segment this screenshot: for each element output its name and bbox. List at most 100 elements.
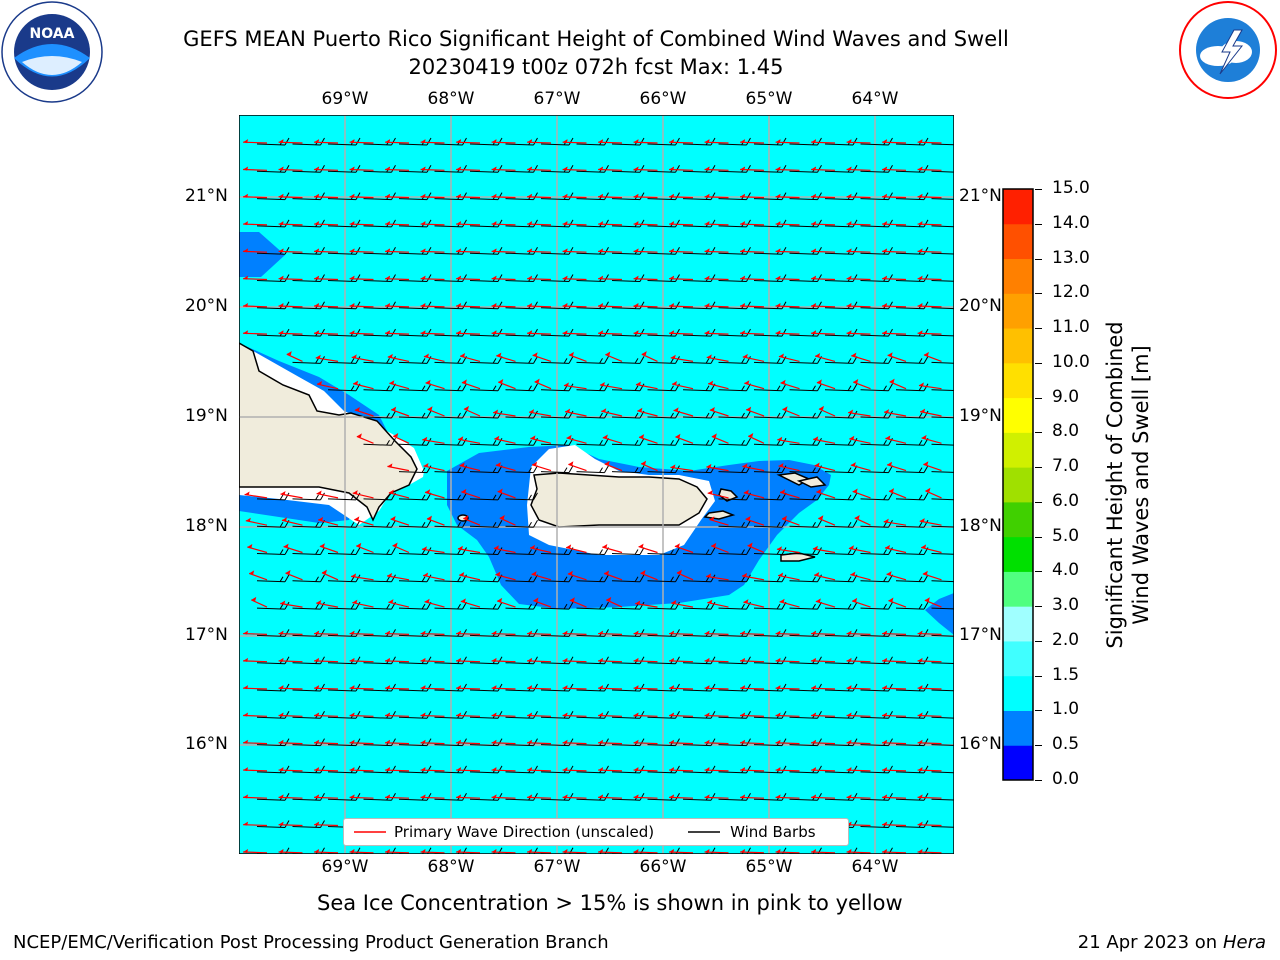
wave-direction-arrowhead	[527, 221, 533, 226]
wave-direction-arrowhead	[527, 166, 533, 171]
wave-direction-arrowhead	[707, 599, 713, 604]
wave-direction-arrowhead	[740, 685, 746, 690]
wave-direction-arrowhead	[491, 139, 497, 144]
wave-direction-arrowhead	[742, 353, 748, 358]
wave-direction-arrowhead	[850, 462, 856, 467]
wave-direction-arrowhead	[318, 516, 324, 521]
wind-barb	[860, 547, 893, 555]
wave-direction-arrowhead	[846, 193, 852, 198]
wave-direction-arrowhead	[775, 712, 781, 717]
wave-direction-arrowhead	[850, 571, 856, 576]
wave-direction-arrowhead	[633, 248, 639, 253]
wind-barb	[469, 438, 503, 446]
wave-direction-arrowhead	[598, 848, 604, 853]
wind-barb	[292, 492, 325, 501]
wave-direction-arrowhead	[606, 596, 612, 601]
wave-direction-arrowhead	[706, 573, 712, 578]
wave-direction-arrowhead	[742, 463, 748, 468]
wind-barb	[434, 410, 467, 419]
wind-barb	[860, 410, 893, 419]
wave-direction-arrowhead	[740, 275, 746, 280]
wave-direction-arrowhead	[420, 302, 426, 307]
wind-barb	[434, 519, 467, 528]
wind-barb	[753, 519, 787, 528]
wave-direction-arrowhead	[530, 544, 536, 549]
wave-direction-arrowhead	[816, 488, 822, 493]
lon-label-top-67w: 67°W	[533, 89, 581, 109]
legend-wave-direction: Primary Wave Direction (unscaled)	[394, 823, 655, 841]
wave-direction-arrowhead	[740, 657, 746, 662]
wind-barb	[469, 383, 503, 392]
wave-direction-arrowhead	[846, 712, 852, 717]
wind-barb	[647, 465, 680, 474]
wave-direction-arrowhead	[816, 379, 822, 384]
wave-direction-arrowhead	[278, 739, 284, 744]
lon-label-bottom-67w: 67°W	[533, 857, 581, 877]
wave-direction-arrow	[925, 490, 942, 499]
wave-direction-arrowhead	[917, 275, 923, 280]
wave-direction-arrow	[356, 435, 374, 444]
wave-direction-arrowhead	[748, 433, 754, 438]
wave-direction-arrowhead	[349, 767, 355, 772]
wind-barb	[576, 383, 609, 392]
wave-direction-arrow	[495, 573, 516, 581]
wave-direction-arrowhead	[815, 598, 821, 603]
wave-direction-arrowhead	[420, 275, 426, 280]
wave-direction-arrowhead	[389, 380, 395, 385]
chart-subtitle: 20230419 t00z 072h fcst Max: 1.45	[408, 55, 784, 79]
wave-direction-arrowhead	[385, 767, 391, 772]
wave-direction-arrowhead	[562, 193, 568, 198]
wave-direction-arrowhead	[676, 569, 682, 574]
colorbar-cell	[1003, 432, 1033, 468]
wave-direction-arrowhead	[491, 302, 497, 307]
wave-direction-arrowhead	[633, 794, 639, 799]
wave-direction-arrow	[251, 599, 268, 608]
wave-direction-arrowhead	[846, 221, 852, 226]
wave-direction-arrowhead	[420, 166, 426, 171]
wind-barb	[363, 547, 396, 555]
wave-direction-arrowhead	[423, 462, 429, 467]
wave-direction-arrow	[568, 354, 587, 362]
wave-direction-arrowhead	[349, 302, 355, 307]
wind-barb	[789, 383, 822, 392]
wave-direction-arrowhead	[456, 657, 462, 662]
wave-direction-arrow	[460, 600, 481, 608]
wave-direction-arrow	[533, 599, 552, 608]
wave-direction-arrowhead	[527, 794, 533, 799]
wave-direction-arrow	[853, 381, 871, 390]
wave-direction-arrowhead	[709, 406, 715, 411]
wind-barb	[292, 601, 325, 610]
wave-direction-arrowhead	[385, 166, 391, 171]
wave-direction-arrowhead	[846, 166, 852, 171]
wind-barb	[469, 601, 503, 610]
wave-direction-arrow	[461, 491, 481, 499]
wave-direction-arrowhead	[278, 767, 284, 772]
wind-barb	[718, 438, 751, 446]
wind-barb	[931, 471, 954, 473]
colorbar-tick-mark	[1035, 328, 1042, 330]
colorbar-tick-label: 11.0	[1052, 317, 1090, 338]
wave-direction-arrowhead	[633, 739, 639, 744]
wave-direction-arrowhead	[321, 569, 327, 574]
wind-barb	[327, 574, 361, 583]
wave-direction-arrowhead	[711, 542, 717, 547]
wave-direction-arrow	[569, 599, 587, 608]
colorbar-tick-label: 14.0	[1052, 212, 1090, 233]
wind-barb	[363, 356, 396, 364]
wind-barb	[576, 356, 609, 364]
wind-barb	[824, 383, 858, 392]
wave-direction-arrowhead	[385, 275, 391, 280]
wave-direction-arrowhead	[775, 657, 781, 662]
wave-direction-arrow	[606, 599, 623, 608]
wave-direction-arrowhead	[249, 570, 255, 575]
wave-direction-arrowhead	[243, 166, 249, 171]
lat-label-right-19n: 19°N	[959, 406, 1002, 426]
wave-direction-arrowhead	[598, 193, 604, 198]
wave-direction-arrowhead	[527, 275, 533, 280]
wind-barb	[611, 574, 645, 583]
wave-direction-arrow	[888, 490, 907, 499]
wave-direction-arrowhead	[846, 139, 852, 144]
wave-direction-arrowhead	[314, 302, 320, 307]
wind-barb	[931, 334, 954, 337]
lat-label-right-16n: 16°N	[959, 734, 1002, 754]
